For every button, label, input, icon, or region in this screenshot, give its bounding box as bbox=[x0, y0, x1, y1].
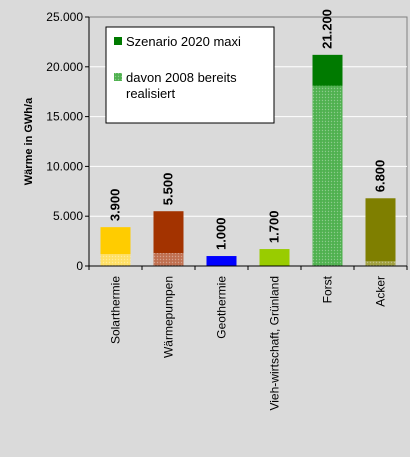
bar-szenario-5 bbox=[365, 198, 396, 266]
category-label-1: Wärmepumpen bbox=[162, 276, 176, 358]
legend-label-szenario: Szenario 2020 maxi bbox=[126, 34, 241, 49]
data-label-0: 3.900 bbox=[108, 189, 123, 222]
data-label-2: 1.000 bbox=[214, 217, 229, 250]
category-label-2: Geothermie bbox=[215, 276, 229, 339]
bar-szenario-3 bbox=[259, 249, 290, 266]
legend-label-realisiert: davon 2008 bereits realisiert bbox=[126, 70, 237, 101]
category-label-5: Acker bbox=[374, 276, 388, 307]
data-label-5: 6.800 bbox=[373, 160, 388, 193]
y-tick-label: 10.000 bbox=[46, 159, 83, 173]
bar-realisiert-pattern-0 bbox=[100, 254, 131, 266]
bar-realisiert-pattern-5 bbox=[365, 261, 396, 266]
legend-box bbox=[105, 26, 275, 124]
bar-szenario-2 bbox=[206, 256, 237, 266]
data-label-3: 1.700 bbox=[267, 211, 282, 244]
data-label-1: 5.500 bbox=[161, 173, 176, 206]
y-tick-label: 15.000 bbox=[46, 110, 83, 124]
category-label-3: Vieh-wirtschaft, Grünland bbox=[268, 276, 282, 411]
y-tick-label: 0 bbox=[76, 259, 83, 273]
bar-realisiert-pattern-4 bbox=[312, 85, 343, 266]
legend: Szenario 2020 maxi davon 2008 bereits real… bbox=[105, 26, 275, 124]
category-label-0: Solarthermie bbox=[109, 276, 123, 344]
bar-realisiert-pattern-1 bbox=[153, 253, 184, 266]
legend-swatch-szenario bbox=[114, 37, 122, 45]
data-label-4: 21.200 bbox=[320, 9, 335, 49]
y-tick-label: 20.000 bbox=[46, 60, 83, 74]
y-axis-label: Wärme in GWh/a bbox=[23, 97, 35, 185]
y-tick-label: 25.000 bbox=[46, 10, 83, 24]
category-label-4: Forst bbox=[321, 275, 335, 303]
y-tick-label: 5.000 bbox=[53, 209, 83, 223]
legend-swatch-realisiert-pattern bbox=[114, 73, 122, 81]
